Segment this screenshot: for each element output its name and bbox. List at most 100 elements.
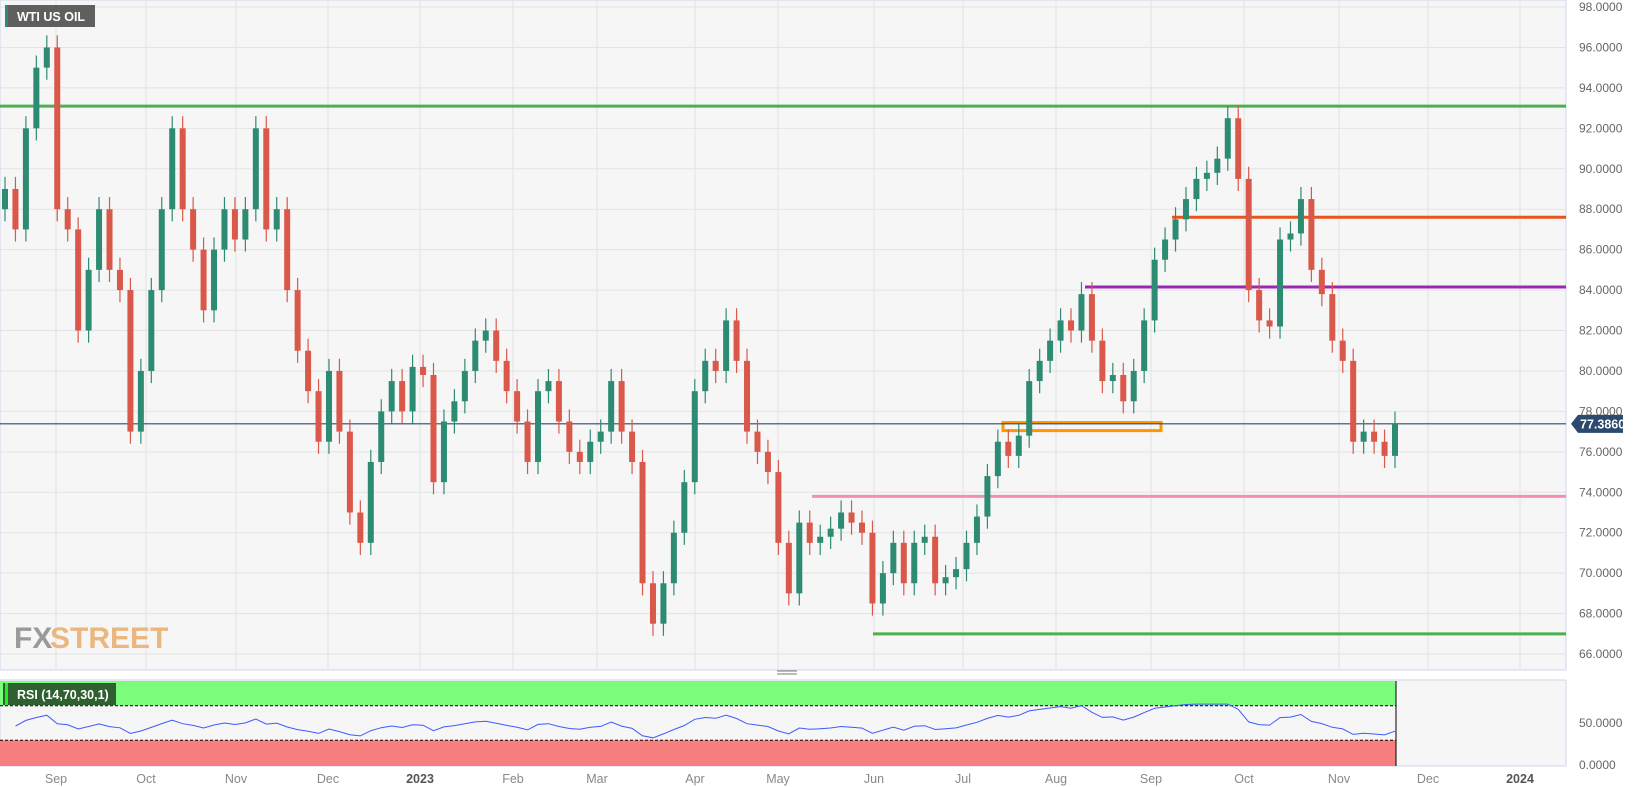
candle xyxy=(273,197,280,242)
candle xyxy=(158,197,165,303)
last-price-badge xyxy=(1571,414,1623,433)
candle xyxy=(1350,348,1357,454)
time-tick: Jul xyxy=(955,772,971,786)
candle xyxy=(242,197,249,252)
candle xyxy=(1381,429,1388,469)
price-tick: 86.0000 xyxy=(1579,243,1623,257)
candle xyxy=(148,277,155,384)
candle xyxy=(106,197,113,282)
candle xyxy=(1224,106,1231,171)
candle xyxy=(723,308,730,384)
candle xyxy=(660,571,667,636)
candle xyxy=(869,520,876,616)
candle xyxy=(984,463,991,529)
candle xyxy=(702,348,709,404)
candle xyxy=(608,368,615,444)
candle xyxy=(1057,308,1064,353)
time-tick: Oct xyxy=(136,772,156,786)
price-tick: 70.0000 xyxy=(1579,566,1623,580)
time-tick: Oct xyxy=(1234,772,1254,786)
candle xyxy=(921,524,928,555)
time-tick: Nov xyxy=(1328,772,1351,786)
candle xyxy=(1109,362,1116,394)
candle xyxy=(535,379,542,475)
price-tick: 74.0000 xyxy=(1579,485,1623,499)
candle xyxy=(43,35,50,80)
candle xyxy=(587,429,594,475)
candle xyxy=(252,116,259,222)
price-tick: 90.0000 xyxy=(1579,162,1623,176)
candle xyxy=(911,530,918,596)
candle xyxy=(336,358,343,444)
candle xyxy=(817,524,824,555)
candle xyxy=(409,354,416,424)
candle xyxy=(691,379,698,495)
candle xyxy=(190,197,197,262)
candle xyxy=(64,197,71,242)
rsi-tick-50: 50.0000 xyxy=(1579,716,1623,730)
candle xyxy=(764,439,771,485)
candle xyxy=(169,116,176,222)
candle xyxy=(85,257,92,343)
price-tick: 92.0000 xyxy=(1579,121,1623,135)
time-tick: Aug xyxy=(1045,772,1067,786)
rsi-line xyxy=(15,703,1396,739)
candle xyxy=(942,565,949,596)
candle xyxy=(294,277,301,363)
candle xyxy=(1172,207,1179,252)
candle xyxy=(566,409,573,464)
price-tick: 98.0000 xyxy=(1579,0,1623,14)
candle xyxy=(1392,411,1398,469)
candle xyxy=(378,399,385,475)
time-tick: Mar xyxy=(586,772,608,786)
candle xyxy=(1266,308,1273,339)
candle xyxy=(555,368,562,434)
orange-zone[interactable] xyxy=(1001,421,1163,433)
candle xyxy=(1162,227,1169,272)
candle xyxy=(994,429,1001,489)
resize-handle[interactable] xyxy=(777,670,797,675)
candle xyxy=(503,348,510,404)
candle xyxy=(963,530,970,582)
candle xyxy=(325,358,332,454)
candle xyxy=(1277,227,1284,339)
candle xyxy=(1256,277,1263,333)
time-axis[interactable]: Sep Oct Nov Dec 2023 Feb Mar Apr May Jun Jul Aug Sep… xyxy=(45,772,1534,786)
candle xyxy=(754,419,761,464)
candle xyxy=(1078,281,1085,343)
candle xyxy=(639,449,646,596)
candle xyxy=(670,520,677,596)
candle xyxy=(858,510,865,545)
candle xyxy=(179,116,186,222)
candle xyxy=(1026,368,1033,448)
candle xyxy=(346,419,353,525)
rsi-badge: RSI (14,70,30,1) xyxy=(3,683,116,705)
candle xyxy=(472,328,479,384)
time-tick: Dec xyxy=(1417,772,1439,786)
candle xyxy=(1245,166,1252,303)
candle xyxy=(1339,328,1346,373)
candle xyxy=(1329,281,1336,353)
time-tick: 2023 xyxy=(406,772,434,786)
candle xyxy=(597,419,604,454)
price-tick: 80.0000 xyxy=(1579,364,1623,378)
candle xyxy=(315,379,322,454)
candle xyxy=(932,524,939,596)
candle xyxy=(900,530,907,596)
candle xyxy=(1203,160,1210,192)
instrument-title: WTI US OIL xyxy=(17,10,85,24)
candle xyxy=(1214,146,1221,185)
candle xyxy=(357,500,364,555)
candle xyxy=(33,55,40,141)
candle xyxy=(54,35,61,222)
candle xyxy=(775,459,782,555)
rsi-indicator xyxy=(0,681,1397,766)
overbought-zone xyxy=(0,681,1396,706)
main-pane[interactable] xyxy=(0,0,1567,671)
candles xyxy=(2,35,1398,636)
candle xyxy=(200,237,207,323)
candle xyxy=(618,368,625,444)
price-axis[interactable]: 98.0000 96.0000 94.0000 92.0000 90.0000 88.00… xyxy=(1571,0,1625,661)
price-tick: 94.0000 xyxy=(1579,81,1623,95)
